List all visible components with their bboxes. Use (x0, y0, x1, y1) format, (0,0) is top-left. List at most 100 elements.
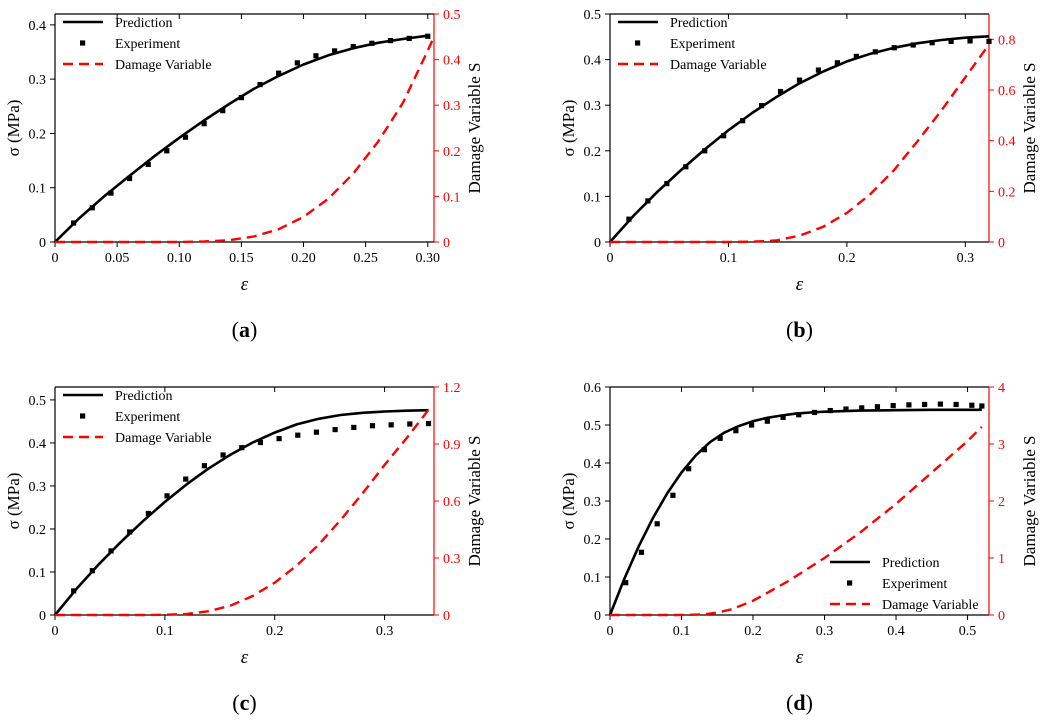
y-tick-label: 0.2 (29, 127, 47, 142)
y2-tick-label: 0.6 (443, 495, 461, 510)
x-tick-label: 0.1 (673, 624, 691, 639)
y2-axis-label: Damage Variable S (1020, 63, 1039, 194)
experiment-point (780, 414, 786, 420)
y-tick-label: 0.3 (584, 495, 602, 510)
legend: Prediction Experiment Damage Variable (618, 16, 767, 73)
experiment-point (815, 67, 822, 73)
y-tick-label: 0 (594, 609, 601, 624)
experiment-point (811, 409, 818, 416)
x-axis-label: ε (241, 647, 249, 668)
legend-label-prediction: Prediction (115, 389, 173, 404)
experiment-point (276, 70, 282, 76)
y-tick-label: 0.4 (29, 19, 47, 34)
y-tick-label: 0.2 (584, 145, 602, 160)
legend-label-damage: Damage Variable (115, 431, 212, 446)
y2-axis-label: Damage Variable S (465, 63, 484, 194)
x-tick-label: 0.25 (353, 251, 378, 266)
experiment-point (257, 439, 264, 446)
experiment-point (127, 529, 133, 535)
experiment-point (664, 181, 670, 187)
experiment-point (201, 121, 207, 127)
y-tick-label: 0.3 (29, 73, 47, 88)
y-tick-label: 0.4 (29, 437, 47, 452)
damage-variable-line (610, 43, 990, 244)
damage-variable-line (610, 426, 983, 617)
experiment-point (313, 429, 320, 435)
y-tick-label: 0.4 (584, 457, 602, 472)
experiment-point (332, 426, 338, 433)
y-tick-label: 0.5 (584, 8, 602, 23)
y2-tick-label: 0.5 (443, 8, 461, 23)
experiment-point (834, 60, 840, 66)
experiment-point (89, 205, 95, 211)
y2-tick-label: 0.8 (998, 33, 1016, 48)
experiment-point (313, 53, 319, 59)
experiment-point (654, 521, 660, 527)
chart-panel-a: 0 0.05 0.10 0.15 0.20 0.25 0.3000.10.20.30.400… (4, 8, 484, 342)
x-tick-label: 0.3 (957, 251, 975, 266)
y-tick-label: 0.1 (584, 571, 602, 586)
experiment-point (388, 422, 394, 428)
experiment-point (369, 423, 376, 429)
prediction-line (54, 34, 428, 243)
y2-tick-label: 0.6 (998, 84, 1016, 99)
experiment-point (929, 40, 935, 46)
experiment-point (638, 549, 645, 555)
experiment-point (623, 580, 629, 586)
x-tick-label: 0.2 (744, 624, 762, 639)
y-tick-label: 0.1 (584, 190, 602, 205)
experiment-point (387, 38, 394, 44)
legend-label-experiment: Experiment (115, 37, 180, 52)
experiment-point (350, 43, 356, 50)
y2-tick-label: 0.3 (443, 552, 461, 567)
y2-tick-label: 0.1 (443, 190, 461, 205)
experiment-point (922, 401, 928, 408)
experiment-point (859, 405, 865, 411)
x-tick-label: 0 (52, 624, 59, 639)
experiment-point (853, 53, 859, 60)
experiment-point (295, 432, 301, 438)
experiment-point (948, 38, 954, 44)
experiment-point (351, 424, 357, 431)
legend-label-damage: Damage Variable (115, 58, 212, 73)
y2-tick-label: 4 (998, 381, 1005, 396)
x-tick-label: 0.2 (266, 624, 284, 639)
y-tick-label: 0 (39, 609, 46, 624)
y2-axis-label: Damage Variable S (465, 436, 484, 567)
experiment-point (89, 568, 95, 574)
y-axis-label: σ (MPa) (559, 100, 578, 157)
experiment-point (906, 402, 912, 408)
experiment-point (733, 428, 739, 434)
experiment-point (937, 401, 943, 407)
experiment-point (257, 81, 263, 88)
x-tick-label: 0.3 (376, 624, 394, 639)
x-tick-label: 0.20 (291, 251, 316, 266)
x-tick-label: 0.15 (229, 251, 254, 266)
y-tick-label: 0.3 (29, 480, 47, 495)
legend: Prediction Experiment Damage Variable (63, 389, 212, 446)
experiment-point (796, 412, 802, 418)
experiment-point (910, 42, 916, 48)
experiment-point (145, 510, 151, 517)
experiment-point (626, 216, 632, 222)
experiment-point (108, 548, 114, 554)
x-tick-label: 0.30 (416, 251, 441, 266)
experiment-point (986, 38, 992, 44)
y2-tick-label: 0.4 (998, 135, 1016, 150)
x-tick-label: 0.1 (720, 251, 738, 266)
prediction-line (608, 408, 982, 616)
y-tick-label: 0.2 (584, 533, 602, 548)
experiment-point (220, 452, 226, 458)
y2-tick-label: 0.2 (998, 185, 1016, 200)
legend-label-damage: Damage Variable (670, 58, 767, 73)
x-axis-label: ε (796, 647, 804, 668)
y-axis-label: σ (MPa) (559, 473, 578, 530)
y-tick-label: 0.1 (29, 566, 47, 581)
y-tick-label: 0.3 (584, 99, 602, 114)
x-tick-label: 0.05 (105, 251, 130, 266)
y-tick-label: 0 (39, 236, 46, 251)
chart-panel-b: 0 0.1 0.2 0.3 0 0.1 0.2 0.3 0.4 0.5 0 0.2 0.4 0.6 0.8 σ… (559, 8, 1039, 342)
prediction-line (53, 408, 429, 616)
experiment-point (294, 60, 300, 66)
experiment-point (764, 418, 770, 424)
